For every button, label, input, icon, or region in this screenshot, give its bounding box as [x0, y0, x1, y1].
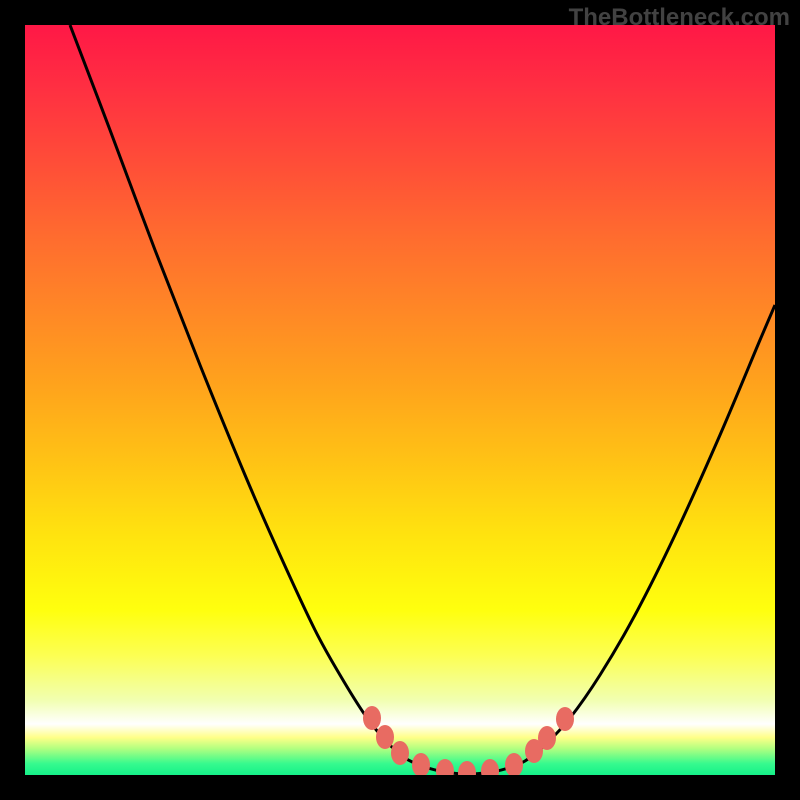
watermark-text: TheBottleneck.com [569, 4, 790, 32]
bottleneck-curve [70, 25, 775, 774]
curve-marker [363, 706, 381, 730]
curve-marker [538, 726, 556, 750]
curve-marker [391, 741, 409, 765]
curve-marker [458, 761, 476, 775]
curve-marker [376, 725, 394, 749]
curve-marker [556, 707, 574, 731]
plot-area [25, 25, 775, 775]
chart-frame: TheBottleneck.com [0, 0, 800, 800]
curve-markers [363, 706, 574, 775]
curve-marker [505, 753, 523, 775]
curve-marker [412, 753, 430, 775]
curve-marker [436, 759, 454, 775]
curve-marker [481, 759, 499, 775]
curve-svg [25, 25, 775, 775]
